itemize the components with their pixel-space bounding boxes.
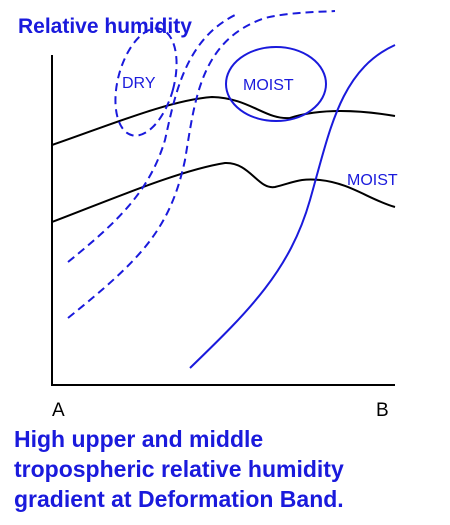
moist-label: MOIST: [347, 172, 398, 189]
caption-line: tropospheric relative humidity: [14, 456, 344, 482]
curves: [51, 10, 396, 386]
caption-line: High upper and middle: [14, 426, 263, 452]
caption-line: gradient at Deformation Band.: [14, 486, 344, 512]
solid-blue-line: [189, 44, 396, 369]
upper-line: [51, 95, 396, 146]
moist-ellipse: [225, 46, 327, 122]
title: Relative humidity: [18, 15, 192, 38]
axes: [51, 55, 395, 386]
axis-end-label: B: [376, 400, 389, 421]
dashed-line: [67, 14, 236, 263]
dashed-lines: [67, 10, 336, 319]
moist-label: MOIST: [243, 77, 294, 94]
dashed-line: [67, 10, 336, 319]
lower-line: [51, 161, 396, 223]
dry-label: DRY: [122, 75, 156, 92]
axis-end-label: A: [52, 400, 65, 421]
dry-ellipse: [114, 27, 178, 137]
